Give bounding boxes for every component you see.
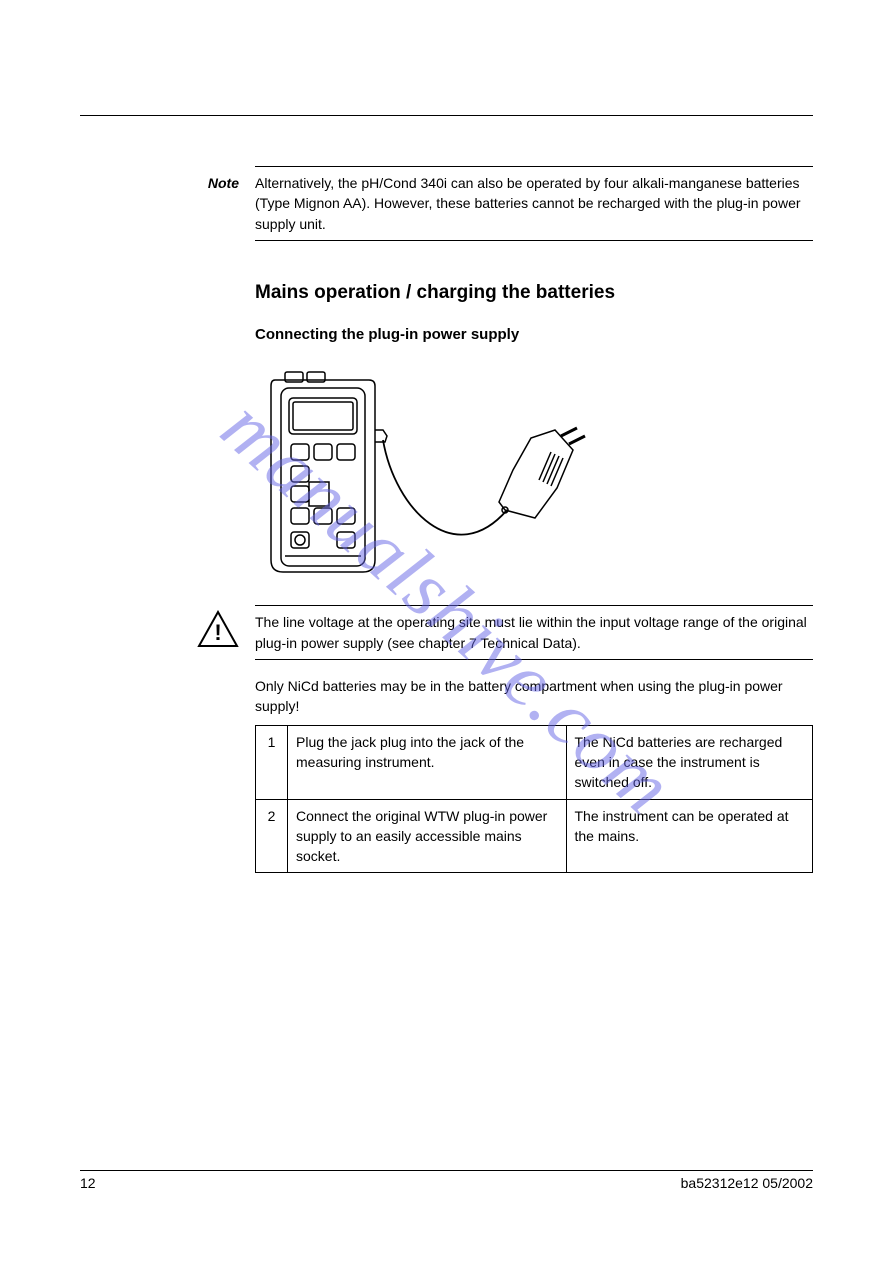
body-after-caution: Only NiCd batteries may be in the batter… [255, 676, 813, 717]
steps-table: 1 Plug the jack plug into the jack of th… [255, 725, 813, 874]
step-result: The NiCd batteries are recharged even in… [566, 725, 813, 799]
footer-rule [80, 1170, 813, 1171]
table-row: 2 Connect the original WTW plug-in power… [256, 799, 813, 873]
note-text: Alternatively, the pH/Cond 340i can also… [255, 167, 813, 240]
table-row: 1 Plug the jack plug into the jack of th… [256, 725, 813, 799]
caution-block: ! The line voltage at the operating site… [80, 605, 813, 660]
caution-icon-cell: ! [80, 606, 255, 659]
caution-text: The line voltage at the operating site m… [255, 606, 813, 659]
page: manualshive.com Commissioning pH/Cond 34… [0, 0, 893, 1243]
footer-page-number: 12 [80, 1175, 96, 1191]
step-action: Plug the jack plug into the jack of the … [288, 725, 567, 799]
warning-triangle-icon: ! [197, 610, 239, 648]
page-footer: 12 ba52312e12 05/2002 [80, 1175, 813, 1191]
note-rule-bot [255, 240, 813, 241]
step-number: 1 [256, 725, 288, 799]
device-svg [255, 360, 595, 590]
device-figure [255, 360, 813, 595]
step-result: The instrument can be operated at the ma… [566, 799, 813, 873]
caution-rule-bot [255, 659, 813, 660]
subsection-title-connect: Connecting the plug-in power supply [255, 324, 813, 346]
section-title-mains: Mains operation / charging the batteries [255, 279, 813, 307]
note-block-1: Note Alternatively, the pH/Cond 340i can… [80, 166, 813, 241]
warning-exclaim: ! [214, 620, 221, 645]
main-content: Note Alternatively, the pH/Cond 340i can… [255, 166, 813, 873]
step-action: Connect the original WTW plug-in power s… [288, 799, 567, 873]
step-number: 2 [256, 799, 288, 873]
footer-doc-id: ba52312e12 05/2002 [681, 1175, 813, 1191]
note-label: Note [80, 167, 255, 240]
header-rule [80, 115, 813, 116]
